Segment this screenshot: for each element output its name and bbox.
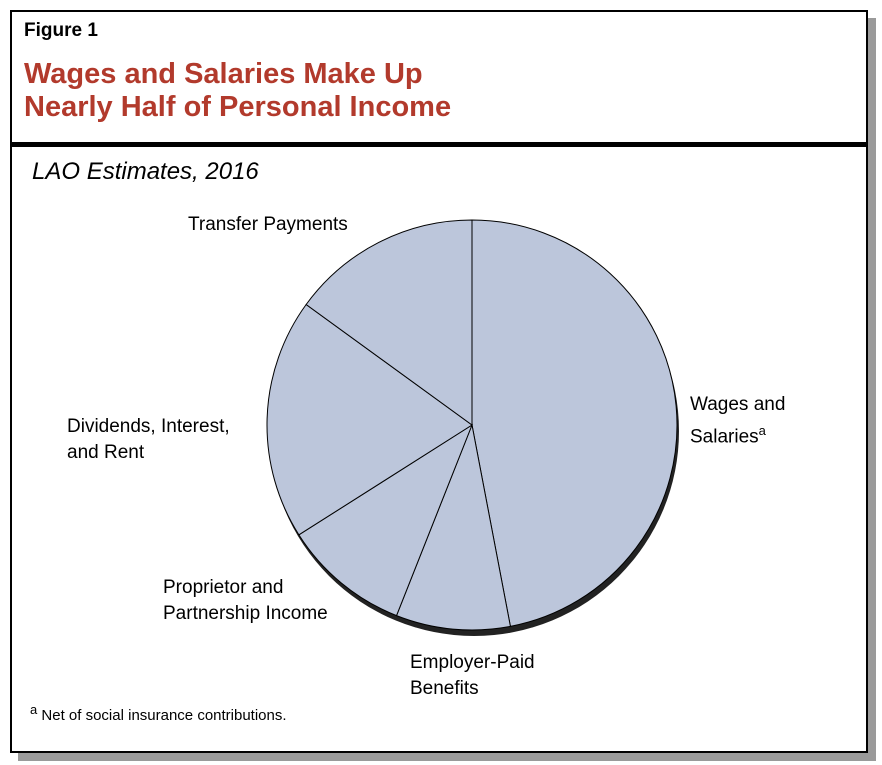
slice-label: Dividends, Interest, and Rent bbox=[67, 416, 230, 463]
figure-label: Figure 1 bbox=[24, 20, 98, 41]
slice-label: Wages and Salariesa bbox=[690, 392, 815, 450]
chart-title: Wages and Salaries Make Up Nearly Half o… bbox=[24, 58, 452, 123]
footnote-marker: a bbox=[30, 702, 38, 717]
chart-subtitle: LAO Estimates, 2016 bbox=[32, 158, 259, 185]
pie-slice bbox=[395, 423, 511, 631]
slice-label-text: Wages and Salaries bbox=[690, 394, 786, 448]
pie-slice bbox=[298, 423, 474, 617]
pie-slice bbox=[266, 303, 473, 536]
footnote-marker: a bbox=[758, 423, 766, 438]
header-rule bbox=[10, 142, 868, 147]
footnote: a Net of social insurance contributions. bbox=[30, 702, 287, 724]
footnote-text: Net of social insurance contributions. bbox=[41, 707, 287, 724]
slice-label: Proprietor and Partnership Income bbox=[163, 577, 328, 624]
slice-label: Employer-Paid Benefits bbox=[410, 652, 535, 699]
pie-slice bbox=[471, 219, 678, 627]
slice-label: Transfer Payments bbox=[188, 214, 348, 235]
pie-slice bbox=[305, 219, 473, 426]
